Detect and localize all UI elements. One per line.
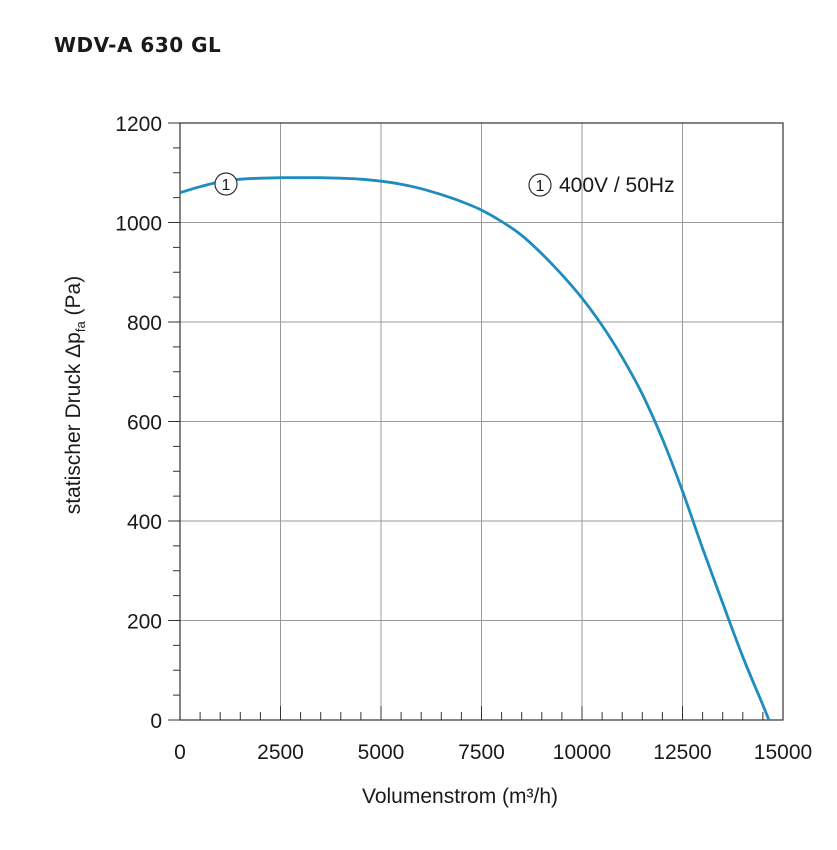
legend-marker-circle bbox=[528, 173, 552, 197]
x-tick-label-3: 7500 bbox=[458, 741, 505, 764]
y-axis-title-main: statischer Druck Δp bbox=[62, 332, 85, 514]
curve-marker-circle bbox=[214, 172, 238, 196]
y-axis-title-sub: fa bbox=[73, 321, 88, 333]
x-tick-label-1: 2500 bbox=[257, 741, 304, 764]
x-tick-label-4: 10000 bbox=[553, 741, 611, 764]
y-tick-label-5: 1000 bbox=[115, 213, 162, 236]
series-line-400v-50hz bbox=[179, 176, 771, 721]
chart-title: WDV-A 630 GL bbox=[54, 33, 222, 57]
y-tick-label-0: 0 bbox=[150, 710, 162, 733]
x-tick-label-5: 12500 bbox=[653, 741, 711, 764]
x-tick-label-0: 0 bbox=[174, 741, 186, 764]
y-tick-label-6: 1200 bbox=[115, 113, 162, 136]
y-axis-title: statischer Druck Δpfa (Pa) bbox=[62, 276, 88, 514]
legend: 1 400V / 50Hz bbox=[528, 173, 675, 197]
x-axis-title: Volumenstrom (m³/h) bbox=[362, 785, 558, 808]
legend-entry: 400V / 50Hz bbox=[559, 174, 675, 197]
curve-marker-label: 1 bbox=[222, 177, 231, 194]
y-tick-label-4: 800 bbox=[127, 312, 162, 335]
x-tick-labels: 0 2500 5000 7500 10000 12500 15000 bbox=[174, 741, 812, 764]
y-tick-label-1: 200 bbox=[127, 611, 162, 634]
legend-marker-label: 1 bbox=[536, 178, 545, 195]
grid bbox=[179, 122, 784, 721]
y-tick-label-3: 600 bbox=[127, 412, 162, 435]
x-tick-label-6: 15000 bbox=[754, 741, 812, 764]
y-axis-title-unit: (Pa) bbox=[62, 276, 85, 322]
y-tick-label-2: 400 bbox=[127, 511, 162, 534]
curve-marker: 1 bbox=[214, 172, 238, 196]
plot-frame bbox=[179, 122, 784, 721]
y-tick-labels: 0 200 400 600 800 1000 1200 bbox=[115, 113, 162, 733]
x-tick-label-2: 5000 bbox=[358, 741, 405, 764]
